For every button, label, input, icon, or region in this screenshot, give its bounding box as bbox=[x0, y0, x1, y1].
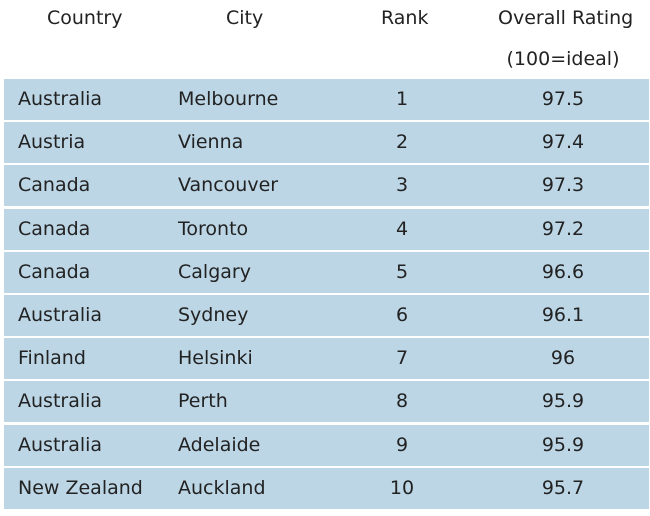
header-city: City bbox=[226, 7, 264, 29]
country-cell: Australia bbox=[18, 303, 103, 326]
table-row: Australia Melbourne 1 97.5 bbox=[4, 79, 649, 120]
table-row: New Zealand Auckland 10 95.7 bbox=[4, 467, 649, 509]
country-cell: Australia bbox=[18, 88, 103, 110]
rank-cell: 10 bbox=[389, 476, 415, 499]
country-cell: Canada bbox=[18, 174, 91, 197]
rank-cell: 8 bbox=[395, 390, 409, 413]
city-cell: Calgary bbox=[178, 260, 251, 283]
table-row: Canada Calgary 5 96.6 bbox=[4, 251, 649, 293]
country-cell: Canada bbox=[18, 260, 91, 283]
rating-cell: 95.9 bbox=[541, 433, 585, 456]
rank-cell: 2 bbox=[395, 131, 409, 154]
table-header: Country City Rank Overall Rating (100=id… bbox=[0, 0, 650, 77]
table-body: Australia Melbourne 1 97.5 Austria Vienna 2 97.… bbox=[4, 79, 649, 511]
rating-cell: 95.9 bbox=[541, 390, 585, 413]
rank-cell: 5 bbox=[395, 260, 409, 283]
city-cell: Auckland bbox=[178, 476, 266, 499]
header-overall-rating: Overall Rating bbox=[498, 7, 634, 29]
table-row: Canada Vancouver 3 97.3 bbox=[4, 165, 649, 207]
rank-cell: 1 bbox=[395, 88, 409, 110]
country-cell: Finland bbox=[18, 347, 86, 370]
rank-cell: 4 bbox=[395, 217, 409, 240]
table-row: Australia Perth 8 95.9 bbox=[4, 381, 649, 423]
country-cell: Australia bbox=[18, 390, 103, 413]
city-cell: Perth bbox=[178, 390, 228, 413]
city-cell: Sydney bbox=[178, 303, 249, 326]
country-cell: New Zealand bbox=[18, 476, 143, 499]
city-cell: Toronto bbox=[178, 217, 249, 240]
rank-cell: 7 bbox=[395, 347, 409, 370]
header-rating-scale: (100=ideal) bbox=[506, 48, 620, 70]
city-cell: Helsinki bbox=[178, 347, 253, 370]
country-cell: Austria bbox=[18, 131, 86, 154]
city-cell: Melbourne bbox=[178, 88, 279, 110]
rank-cell: 6 bbox=[395, 303, 409, 326]
table-row: Australia Adelaide 9 95.9 bbox=[4, 424, 649, 466]
rating-cell: 95.7 bbox=[541, 476, 585, 499]
rating-cell: 97.4 bbox=[541, 131, 585, 154]
rating-cell: 97.3 bbox=[541, 174, 585, 197]
city-cell: Vienna bbox=[178, 131, 244, 154]
country-cell: Canada bbox=[18, 217, 91, 240]
header-country: Country bbox=[47, 7, 123, 29]
table-row: Austria Vienna 2 97.4 bbox=[4, 122, 649, 164]
rating-cell: 96.6 bbox=[541, 260, 585, 283]
rank-cell: 3 bbox=[395, 174, 409, 197]
header-rank: Rank bbox=[381, 7, 429, 29]
table-row: Canada Toronto 4 97.2 bbox=[4, 208, 649, 250]
rating-cell: 97.2 bbox=[541, 217, 585, 240]
city-cell: Vancouver bbox=[178, 174, 279, 197]
rating-cell: 96 bbox=[550, 347, 576, 370]
rating-cell: 97.5 bbox=[541, 88, 585, 110]
table-row: Finland Helsinki 7 96 bbox=[4, 338, 649, 380]
rank-cell: 9 bbox=[395, 433, 409, 456]
city-cell: Adelaide bbox=[178, 433, 261, 456]
country-cell: Australia bbox=[18, 433, 103, 456]
table-row: Australia Sydney 6 96.1 bbox=[4, 294, 649, 336]
rating-cell: 96.1 bbox=[541, 303, 585, 326]
